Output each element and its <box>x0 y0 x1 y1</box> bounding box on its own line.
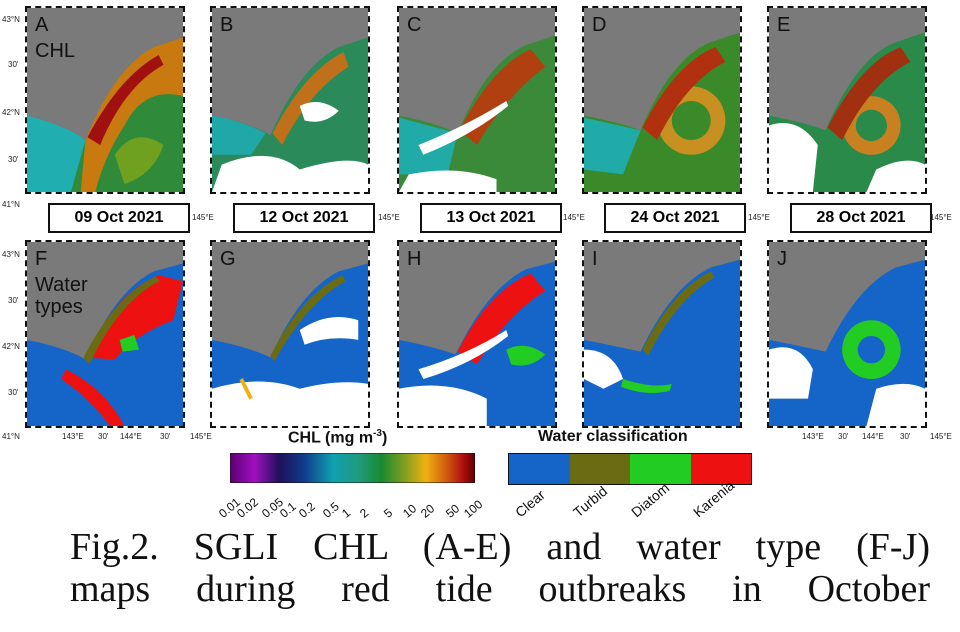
chl-map-d <box>584 8 740 192</box>
lon-tick: 30' <box>838 432 849 441</box>
panel-label-c: C <box>407 14 422 36</box>
water-type-map-g <box>212 242 368 426</box>
panel-label-h: H <box>407 248 422 270</box>
panel-i: I <box>582 240 742 428</box>
lat-tick: 41°N <box>2 200 20 209</box>
panel-c: C <box>397 6 557 194</box>
chl-tick-label: 5 <box>381 505 396 521</box>
lon-tick: 30' <box>160 432 171 441</box>
swatch-turbid <box>569 454 630 484</box>
chl-map-a <box>27 8 183 192</box>
panel-label-f: F <box>35 248 48 270</box>
chl-tick-label: 100 <box>461 497 486 521</box>
date-label-d: 24 Oct 2021 <box>604 203 746 233</box>
lon-end-tick: 145°E <box>192 213 214 222</box>
figure-caption-line-1: Fig.2. SGLI CHL (A-E) and water type (F-… <box>70 526 930 568</box>
panel-title-water-types: Water types <box>35 274 88 318</box>
panel-g: G <box>210 240 370 428</box>
lon-end-tick: 145°E <box>378 213 400 222</box>
lat-tick: 42°N <box>2 342 20 351</box>
lon-end-tick: 145°E <box>563 213 585 222</box>
water-type-map-i <box>584 242 740 426</box>
panel-label-j: J <box>777 248 787 270</box>
water-class-label-diatom: Diatom <box>628 479 673 521</box>
chl-tick-label: 0.02 <box>234 494 262 521</box>
swatch-karenia <box>690 454 751 484</box>
panel-j: J <box>767 240 927 428</box>
water-class-label-turbid: Turbid <box>570 482 611 521</box>
chl-tick-label: 10 <box>399 501 419 521</box>
title-line-2: types <box>35 296 83 318</box>
date-label-a: 09 Oct 2021 <box>48 203 190 233</box>
water-type-map-h <box>399 242 555 426</box>
chl-legend-title: CHL (mg m-3) <box>288 428 387 447</box>
chl-tick-label: 20 <box>418 501 438 521</box>
chl-colorbar <box>230 453 475 483</box>
lon-tick: 30' <box>98 432 109 441</box>
panel-label-i: I <box>592 248 598 270</box>
panel-d: D <box>582 6 742 194</box>
panel-label-d: D <box>592 14 607 36</box>
panel-a: A CHL <box>25 6 185 194</box>
chl-tick-label: 2 <box>356 505 372 521</box>
swatch-clear <box>509 454 570 484</box>
water-class-label-clear: Clear <box>512 486 548 521</box>
water-type-map-j <box>769 242 925 426</box>
lon-tick: 144°E <box>120 432 142 441</box>
panel-b: B <box>210 6 370 194</box>
lon-end-tick: 145°E <box>930 213 952 222</box>
lon-tick: 30' <box>900 432 911 441</box>
chl-tick-label: 50 <box>442 501 462 521</box>
lat-tick: 41°N <box>2 432 20 441</box>
chl-map-b <box>212 8 368 192</box>
figure-caption-line-2: maps during red tide outbreaks in Octobe… <box>70 568 930 610</box>
panel-label-e: E <box>777 14 791 36</box>
panel-h: H <box>397 240 557 428</box>
date-label-c: 13 Oct 2021 <box>420 203 562 233</box>
lat-tick: 43°N <box>2 15 20 24</box>
chl-legend-title-text: CHL (mg m <box>288 429 374 447</box>
lat-tick: 42°N <box>2 108 20 117</box>
chl-legend-title-sup: -3 <box>373 428 382 439</box>
title-line-1: Water <box>35 274 88 296</box>
chl-tick-label: 0.2 <box>295 499 318 521</box>
date-label-e: 28 Oct 2021 <box>790 203 932 233</box>
lat-tick: 30' <box>8 155 19 164</box>
panel-label-b: B <box>220 14 234 36</box>
lat-tick: 30' <box>8 60 19 69</box>
date-label-b: 12 Oct 2021 <box>233 203 375 233</box>
lat-tick: 30' <box>8 388 19 397</box>
lon-end-tick: 145°E <box>748 213 770 222</box>
chl-map-e <box>769 8 925 192</box>
swatch-diatom <box>630 454 691 484</box>
lon-tick: 144°E <box>862 432 884 441</box>
panel-e: E <box>767 6 927 194</box>
lat-tick: 43°N <box>2 250 20 259</box>
panel-label-a: A <box>35 14 49 36</box>
panel-title-chl: CHL <box>35 40 76 62</box>
lon-tick: 143°E <box>62 432 84 441</box>
lon-tick: 145°E <box>190 432 212 441</box>
panel-f: F Water types <box>25 240 185 428</box>
water-legend-swatches <box>508 453 752 485</box>
lon-tick: 145°E <box>930 432 952 441</box>
water-type-map-f <box>27 242 183 426</box>
lat-tick: 30' <box>8 296 19 305</box>
water-legend-title: Water classification <box>538 428 688 445</box>
lon-tick: 143°E <box>802 432 824 441</box>
panel-label-g: G <box>220 248 236 270</box>
chl-legend-title-end: ) <box>381 429 388 447</box>
chl-tick-label: 1 <box>338 505 353 521</box>
chl-map-c <box>399 8 555 192</box>
